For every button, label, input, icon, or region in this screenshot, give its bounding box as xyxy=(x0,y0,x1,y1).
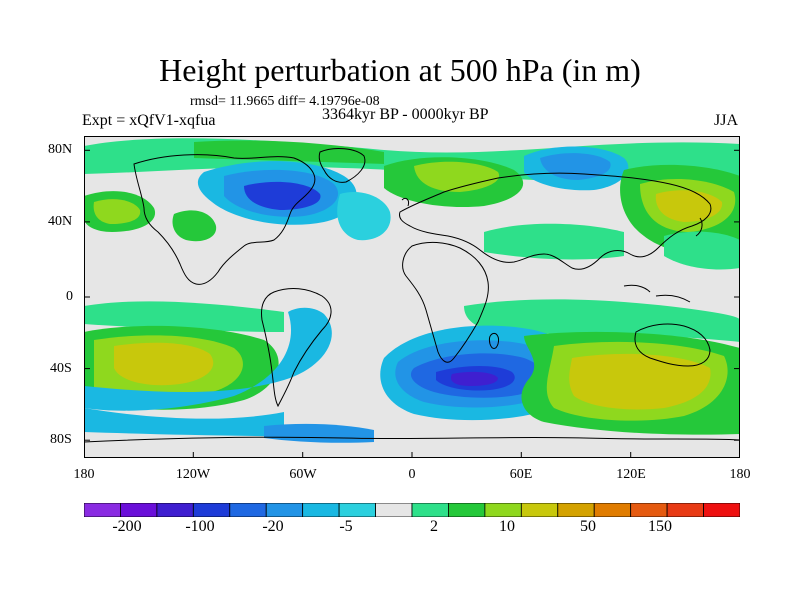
colorbar-box xyxy=(375,503,413,517)
colorbar-label-neg200: -200 xyxy=(112,518,142,535)
colorbar-label-150: 150 xyxy=(648,518,672,535)
colorbar-box xyxy=(411,503,449,517)
coastlines xyxy=(84,148,740,443)
period-label: 3364kyr BP - 0000kyr BP xyxy=(322,106,489,123)
lat-label-equator: 0 xyxy=(66,289,73,304)
season-label: JJA xyxy=(714,112,739,129)
lon-label-180-west: 180 xyxy=(73,467,95,482)
chart-title: Height perturbation at 500 hPa (in m) xyxy=(159,52,641,88)
colorbar-label-10: 10 xyxy=(499,518,515,535)
colorbar-box xyxy=(192,503,231,517)
lat-label-80s: 80S xyxy=(50,432,72,447)
lon-label-60w: 60W xyxy=(289,467,317,482)
colorbar-box xyxy=(666,503,704,517)
lon-label-180-east: 180 xyxy=(729,467,751,482)
contour-fields xyxy=(84,136,740,458)
colorbar-box xyxy=(338,503,376,517)
colorbar-box xyxy=(448,503,486,517)
colorbar-box xyxy=(156,503,194,517)
lon-label-0: 0 xyxy=(408,467,416,482)
map-ticks xyxy=(84,136,740,458)
colorbar-box xyxy=(630,503,668,517)
colorbar-label-50: 50 xyxy=(580,518,596,535)
lat-label-40n: 40N xyxy=(48,214,73,229)
lon-label-120e: 120E xyxy=(616,467,646,482)
colorbar-box xyxy=(520,503,559,517)
lat-label-40s: 40S xyxy=(50,361,72,376)
experiment-label: Expt = xQfV1-xqfua xyxy=(82,112,216,129)
colorbar-box xyxy=(484,503,522,517)
colorbar-box xyxy=(120,503,158,517)
rmsd-diff-stats: rmsd= 11.9665 diff= 4.19796e-08 xyxy=(190,94,380,109)
colorbar-box xyxy=(593,503,632,517)
lon-label-120w: 120W xyxy=(175,467,211,482)
colorbar-box xyxy=(302,503,340,517)
colorbar-label-neg20: -20 xyxy=(262,518,284,535)
colorbar-box xyxy=(557,503,595,517)
colorbar-box xyxy=(703,503,740,517)
colorbar-box xyxy=(84,503,121,517)
colorbar-label-2: 2 xyxy=(430,518,438,535)
height-perturbation-map xyxy=(84,136,740,458)
lon-label-60e: 60E xyxy=(509,467,533,482)
colorbar-box xyxy=(265,503,304,517)
colorbar-label-neg5: -5 xyxy=(339,518,353,535)
colorbar-box xyxy=(229,503,267,517)
lat-label-80n: 80N xyxy=(48,142,73,157)
colorbar xyxy=(84,503,740,517)
colorbar-label-neg100: -100 xyxy=(185,518,215,535)
